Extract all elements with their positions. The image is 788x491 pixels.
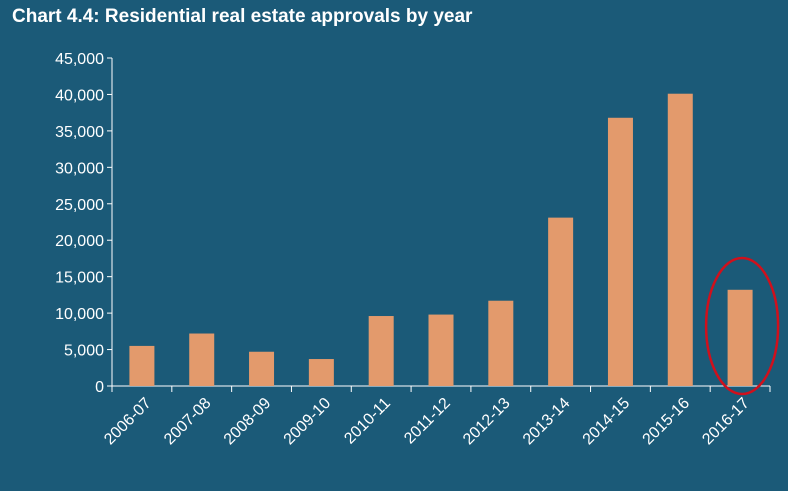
- y-tick-label: 15,000: [55, 270, 104, 287]
- bar-2009-10: [308, 359, 334, 386]
- x-tick-label: 2006-07: [101, 395, 155, 449]
- bar-2016-17: [727, 289, 753, 386]
- x-tick-label: 2009-10: [281, 395, 335, 449]
- x-tick-label: 2011-12: [401, 395, 454, 448]
- bar-2008-09: [249, 351, 275, 386]
- y-tick-label: 35,000: [55, 124, 104, 141]
- y-tick-label: 20,000: [55, 233, 104, 250]
- y-tick-label: 0: [95, 379, 104, 396]
- x-tick-label: 2016-17: [699, 395, 753, 449]
- bar-2006-07: [129, 345, 155, 386]
- y-tick-label: 5,000: [64, 343, 104, 360]
- bar-2012-13: [488, 300, 514, 386]
- bar-2015-16: [667, 93, 693, 387]
- y-tick-label: 40,000: [55, 87, 104, 104]
- bar-2014-15: [607, 117, 633, 386]
- x-tick-label: 2007-08: [161, 395, 215, 449]
- y-tick-label: 25,000: [55, 197, 104, 214]
- y-tick-label: 10,000: [55, 306, 104, 323]
- bar-2013-14: [548, 217, 574, 386]
- highlight-ellipse: [704, 256, 780, 396]
- bar-2010-11: [368, 316, 394, 386]
- x-tick-label: 2014-15: [580, 395, 634, 449]
- x-tick-label: 2015-16: [640, 395, 694, 449]
- y-tick-label: 30,000: [55, 160, 104, 177]
- bar-2007-08: [189, 333, 215, 386]
- bar-2011-12: [428, 314, 454, 386]
- x-tick-label: 2012-13: [460, 395, 514, 449]
- x-tick-label: 2010-11: [341, 395, 394, 448]
- x-tick-label: 2008-09: [221, 395, 275, 449]
- y-tick-label: 45,000: [55, 51, 104, 68]
- x-tick-label: 2013-14: [520, 395, 574, 449]
- chart-title: Chart 4.4: Residential real estate appro…: [12, 6, 473, 27]
